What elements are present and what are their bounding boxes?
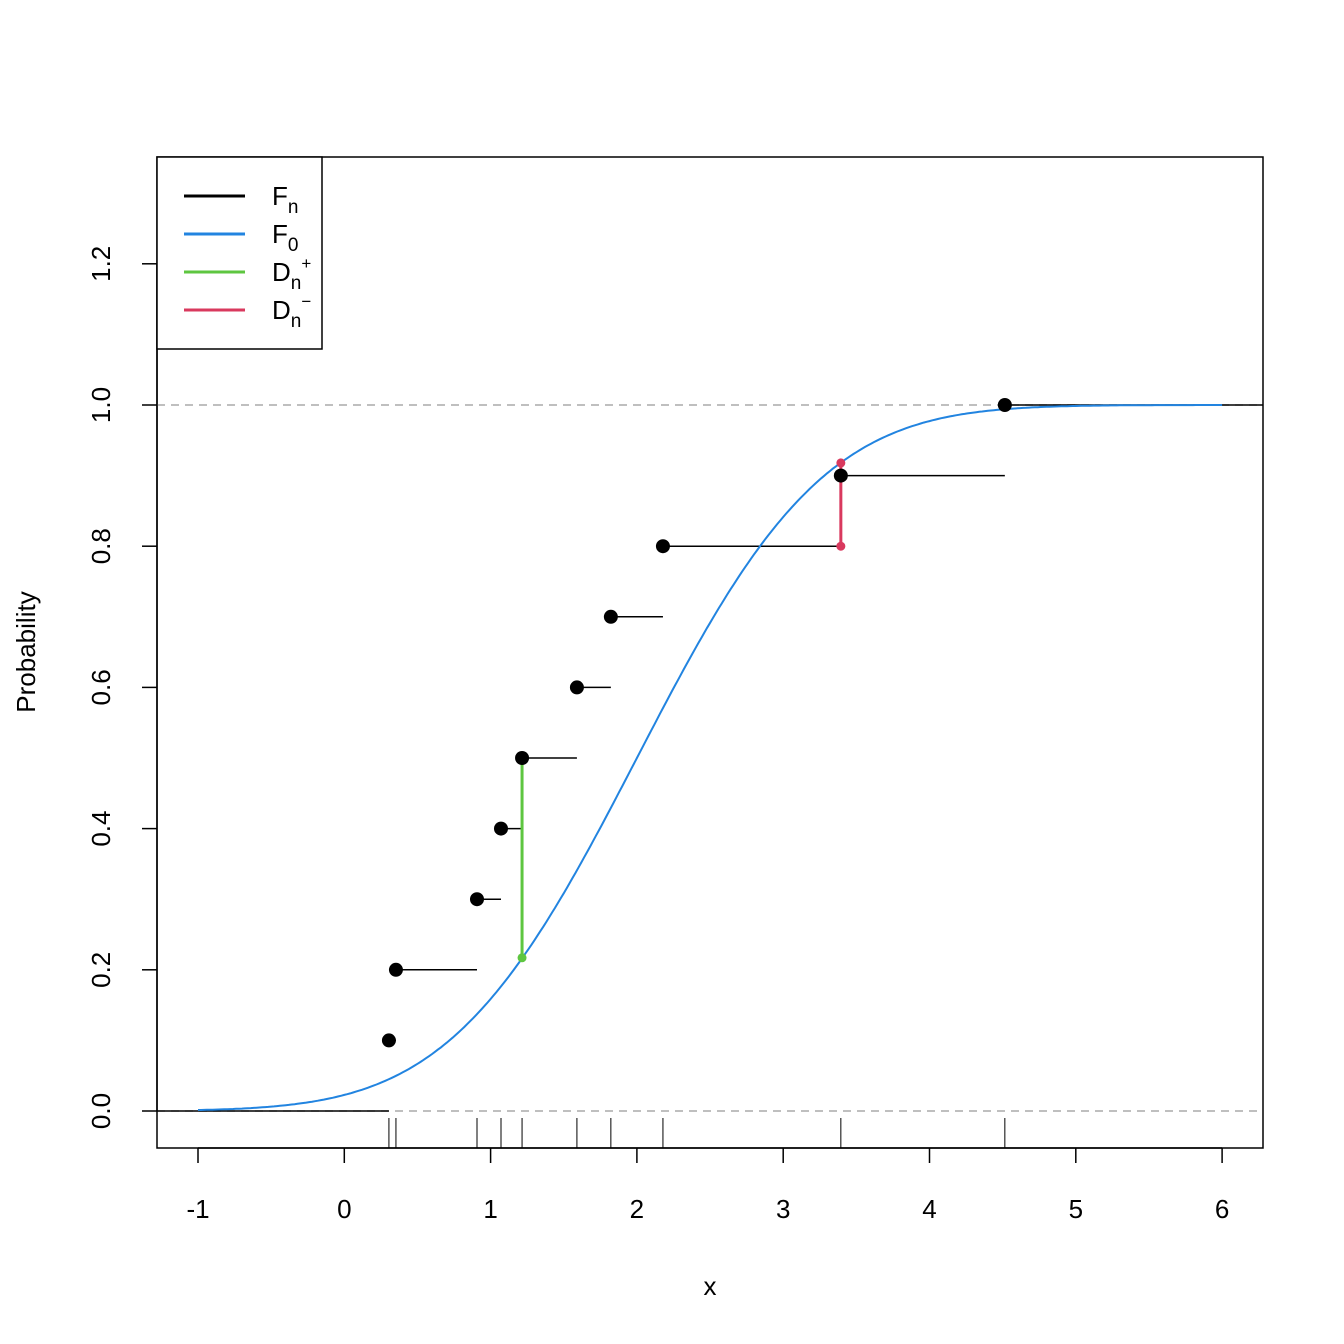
- y-tick-label: 0.4: [86, 811, 116, 847]
- ecdf-point: [381, 1033, 396, 1048]
- ecdf-point: [469, 892, 484, 907]
- x-tick-label: 3: [776, 1194, 790, 1224]
- ecdf-point: [997, 398, 1012, 412]
- plot-box: [156, 156, 1264, 1149]
- y-tick-label: 0.0: [86, 1093, 116, 1129]
- x-tick-label: -1: [186, 1194, 209, 1224]
- ecdf-point: [388, 962, 403, 977]
- D_plus-end-point: [517, 953, 527, 963]
- ecdf-point: [833, 468, 848, 483]
- y-axis-label: Probability: [11, 591, 41, 712]
- x-tick-label: 0: [337, 1194, 351, 1224]
- x-axis-label: x: [704, 1271, 717, 1301]
- ecdf-point: [515, 751, 530, 765]
- ecdf-point: [569, 680, 584, 695]
- x-tick-label: 2: [630, 1194, 644, 1224]
- ecdf-point: [603, 609, 618, 624]
- x-tick-label: 6: [1215, 1194, 1229, 1224]
- ecdf-point: [655, 539, 670, 554]
- x-tick-label: 4: [922, 1194, 936, 1224]
- y-tick-label: 0.2: [86, 952, 116, 988]
- ecdf-point: [493, 821, 508, 836]
- F0-curve: [198, 404, 1223, 1111]
- x-tick-label: 1: [483, 1194, 497, 1224]
- D_minus-end-point: [836, 541, 846, 551]
- y-tick-label: 1.0: [86, 387, 116, 423]
- y-tick-label: 0.8: [86, 528, 116, 564]
- legend-box: [156, 156, 323, 350]
- x-tick-label: 5: [1069, 1194, 1083, 1224]
- D_minus-end-point: [836, 458, 846, 468]
- y-tick-label: 0.6: [86, 669, 116, 705]
- y-tick-label: 1.2: [86, 246, 116, 282]
